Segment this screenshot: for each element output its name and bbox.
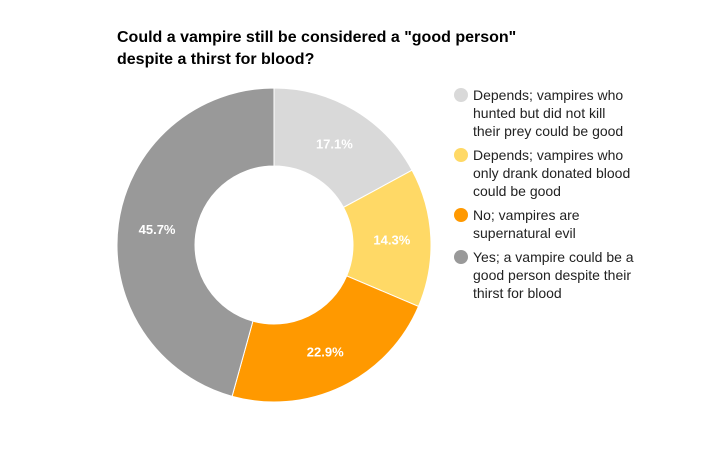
legend-item[interactable]: Yes; a vampire could be a good person de… xyxy=(454,248,634,302)
legend-swatch-icon xyxy=(454,250,468,264)
legend-item[interactable]: Depends; vampires who only drank donated… xyxy=(454,146,634,200)
slice-value-label: 14.3% xyxy=(373,232,410,247)
legend-swatch-icon xyxy=(454,88,468,102)
slice-value-label: 17.1% xyxy=(316,137,353,152)
slice-value-label: 22.9% xyxy=(307,344,344,359)
legend-item[interactable]: No; vampires are supernatural evil xyxy=(454,206,634,242)
legend-label: Depends; vampires who hunted but did not… xyxy=(473,87,624,139)
legend-label: Yes; a vampire could be a good person de… xyxy=(473,249,634,301)
donut-slice[interactable] xyxy=(231,275,420,403)
legend-label: No; vampires are supernatural evil xyxy=(473,207,580,241)
slice-value-label: 45.7% xyxy=(139,222,176,237)
donut-slice[interactable] xyxy=(116,87,275,397)
legend-item[interactable]: Depends; vampires who hunted but did not… xyxy=(454,86,634,140)
donut-slice[interactable] xyxy=(273,87,413,209)
legend: Depends; vampires who hunted but did not… xyxy=(454,86,634,308)
legend-swatch-icon xyxy=(454,208,468,222)
legend-swatch-icon xyxy=(454,148,468,162)
legend-label: Depends; vampires who only drank donated… xyxy=(473,147,631,199)
chart-title: Could a vampire still be considered a "g… xyxy=(117,29,517,68)
